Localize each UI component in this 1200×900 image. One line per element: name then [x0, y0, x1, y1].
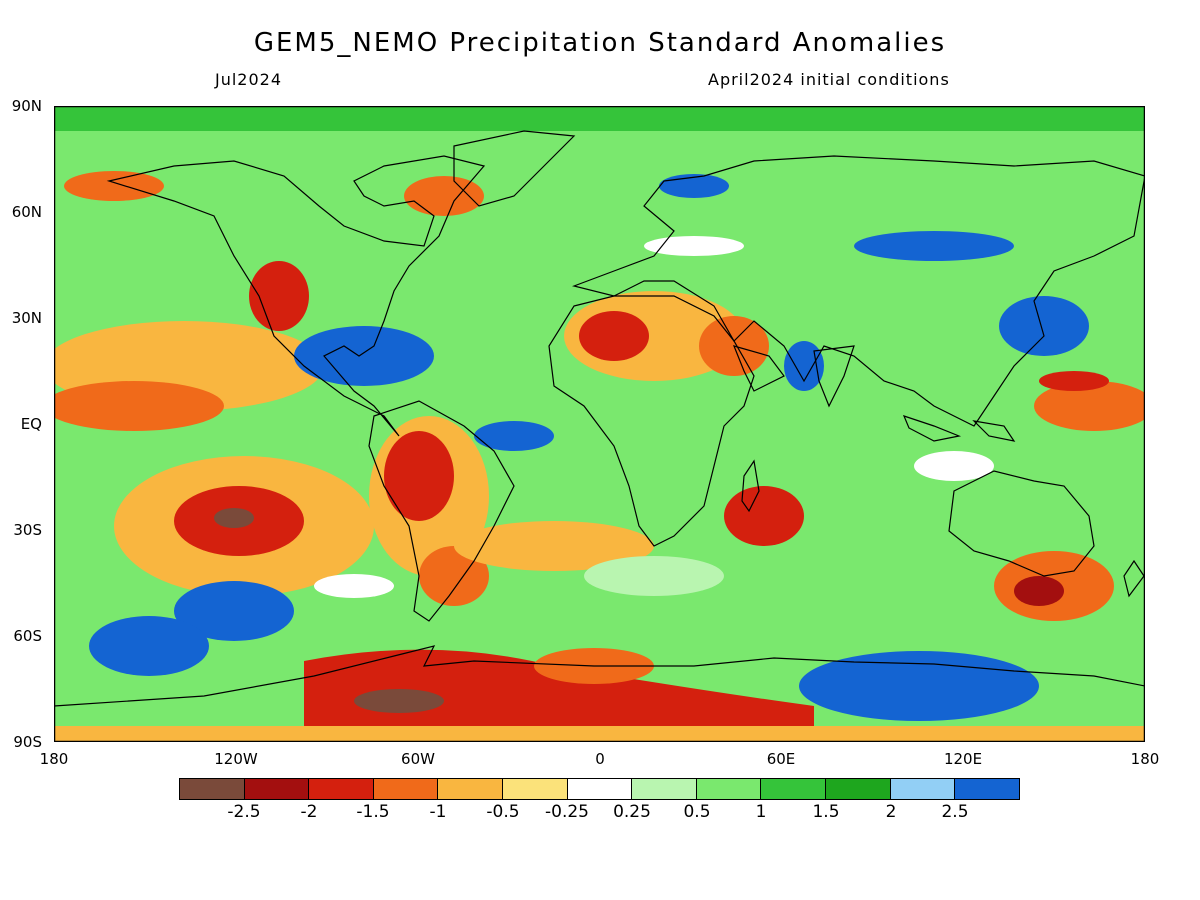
- initial-conditions-label: April2024 initial conditions: [708, 70, 950, 89]
- colorbar-tick: 2: [885, 802, 897, 822]
- colorbar-tick: 0.25: [613, 802, 651, 822]
- lat-label-30s: 30S: [13, 521, 42, 539]
- colorbar-tick: 1.5: [812, 802, 840, 822]
- colorbar-segment: [632, 779, 697, 799]
- lon-label-120e: 120E: [943, 750, 983, 768]
- colorbar-tick: -1: [429, 802, 447, 822]
- anomaly-field: [54, 106, 1145, 742]
- lat-label-30n: 30N: [11, 309, 42, 327]
- lat-label-60s: 60S: [13, 627, 42, 645]
- colorbar-tick: 1: [755, 802, 767, 822]
- colorbar-tick: -0.5: [486, 802, 520, 822]
- colorbar-segment: [244, 779, 310, 799]
- forecast-month-label: Jul2024: [215, 70, 283, 89]
- colorbar-segment: [309, 779, 374, 799]
- lon-label-120w: 120W: [214, 750, 258, 768]
- colorbar-segment: [761, 779, 827, 799]
- colorbar-segment: [503, 779, 568, 799]
- colorbar: [179, 778, 1020, 800]
- colorbar-tick: 2.5: [941, 802, 969, 822]
- coastlines: [54, 130, 1145, 707]
- lat-label-90s: 90S: [13, 733, 42, 751]
- lon-label-60e: 60E: [766, 750, 796, 768]
- lon-label-60w: 60W: [401, 750, 435, 768]
- colorbar-tick: -2: [300, 802, 318, 822]
- colorbar-segment: [826, 779, 891, 799]
- colorbar-segment: [180, 779, 245, 799]
- colorbar-segment: [567, 779, 633, 799]
- lat-label-90n: 90N: [11, 97, 42, 115]
- colorbar-segment: [696, 779, 762, 799]
- lat-label-eq: EQ: [20, 415, 42, 433]
- map-frame: [54, 106, 1145, 742]
- lon-label-180w: 180: [39, 750, 69, 768]
- lat-label-60n: 60N: [11, 203, 42, 221]
- map-title: GEM5_NEMO Precipitation Standard Anomali…: [253, 28, 947, 58]
- colorbar-tick: -2.5: [227, 802, 261, 822]
- colorbar-tick: 0.5: [683, 802, 711, 822]
- colorbar-segment: [373, 779, 439, 799]
- colorbar-tick: -1.5: [356, 802, 390, 822]
- colorbar-segment: [955, 779, 1019, 799]
- colorbar-segment: [890, 779, 956, 799]
- lon-label-180e: 180: [1130, 750, 1160, 768]
- colorbar-tick: -0.25: [545, 802, 589, 822]
- colorbar-segment: [438, 779, 504, 799]
- lon-label-0: 0: [595, 750, 605, 768]
- anomaly-map: [54, 106, 1145, 742]
